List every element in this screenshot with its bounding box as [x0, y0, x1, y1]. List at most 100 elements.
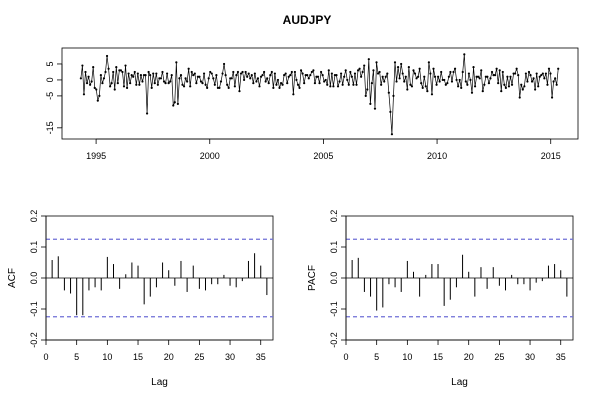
data-point [457, 85, 460, 88]
data-point [550, 96, 554, 99]
data-point [116, 82, 119, 85]
data-point [478, 77, 481, 80]
data-point [273, 72, 276, 75]
data-point [212, 77, 215, 80]
data-point [269, 74, 272, 77]
data-point [412, 69, 415, 72]
data-point [141, 80, 144, 83]
pacf-panel: 0 5 10 15 20 25 30 35 Lag -0.2 -0.1 0.0 0.1 0.2 PACF [307, 210, 574, 388]
data-point [121, 70, 124, 74]
data-point [95, 88, 98, 91]
data-point [486, 75, 489, 78]
data-point [298, 86, 301, 90]
data-point [393, 61, 397, 64]
data-point [98, 94, 101, 97]
data-point [492, 74, 495, 77]
data-point [421, 86, 424, 90]
data-point [407, 66, 410, 69]
data-point [113, 88, 116, 91]
y-tick-label: 0.0 [329, 272, 339, 285]
data-point [544, 72, 548, 75]
data-point [429, 72, 432, 75]
data-point [152, 72, 155, 75]
data-point [276, 78, 280, 82]
data-point [189, 85, 192, 88]
data-point [418, 67, 421, 70]
data-point [406, 88, 409, 91]
y-tick-label: 0.2 [329, 210, 339, 223]
data-point [364, 94, 367, 97]
data-point [341, 83, 344, 86]
data-point [221, 72, 224, 75]
data-point [263, 70, 266, 74]
x-tick-label: 2005 [313, 151, 333, 161]
data-point [133, 70, 136, 74]
data-point [176, 102, 179, 105]
data-point [164, 82, 167, 85]
data-point [216, 86, 220, 90]
data-point [495, 67, 498, 70]
data-point [329, 85, 332, 88]
data-point [304, 74, 307, 77]
data-point [401, 72, 404, 75]
data-point [104, 70, 107, 74]
data-point [426, 90, 429, 93]
data-point [390, 133, 394, 136]
data-point [187, 67, 190, 70]
data-point [404, 75, 407, 78]
data-point [175, 61, 178, 64]
data-point [159, 77, 163, 80]
data-point [99, 74, 102, 77]
data-point [386, 72, 389, 75]
data-point [396, 66, 400, 69]
data-point [430, 93, 434, 96]
data-point [509, 75, 512, 78]
data-point [333, 74, 337, 77]
data-point [124, 64, 127, 67]
data-point [523, 85, 526, 88]
data-point [540, 74, 543, 77]
data-point [338, 80, 341, 83]
data-point [547, 67, 551, 70]
data-point [383, 80, 386, 83]
data-point [524, 72, 527, 75]
data-point [155, 72, 158, 75]
data-point [287, 75, 290, 78]
data-point [135, 83, 138, 86]
data-point [242, 78, 246, 82]
data-point [514, 72, 517, 75]
data-point [241, 70, 244, 74]
data-point [178, 77, 181, 80]
data-point [475, 75, 478, 78]
data-point [229, 77, 232, 80]
x-axis-label: Lag [151, 377, 168, 388]
data-point [350, 75, 353, 78]
data-point [284, 72, 287, 75]
data-point [82, 93, 86, 96]
data-point [190, 70, 193, 74]
data-point [400, 62, 403, 66]
data-point [472, 66, 475, 69]
x-tick-label: 5 [74, 352, 79, 362]
data-point [352, 83, 355, 86]
data-point [321, 74, 324, 77]
data-point [423, 75, 426, 78]
data-point [261, 74, 264, 77]
acf-panel: 0 5 10 15 20 25 30 35 Lag -0.2 -0.1 0.0 0.1 0.2 ACF [7, 210, 274, 388]
data-point [389, 110, 392, 113]
data-point [313, 82, 317, 85]
y-tick-label: -5 [45, 92, 55, 100]
y-tick-label: 0.1 [29, 241, 39, 254]
data-point [209, 70, 212, 74]
data-point [275, 83, 278, 86]
data-point [244, 70, 247, 74]
data-point [150, 86, 153, 90]
x-axis-label: Lag [451, 377, 468, 388]
data-point [306, 74, 309, 77]
data-point [218, 86, 221, 90]
data-point [219, 80, 223, 83]
data-point [90, 80, 93, 83]
y-axis-label: ACF [7, 268, 18, 288]
data-point [107, 67, 110, 70]
data-point [246, 75, 249, 78]
